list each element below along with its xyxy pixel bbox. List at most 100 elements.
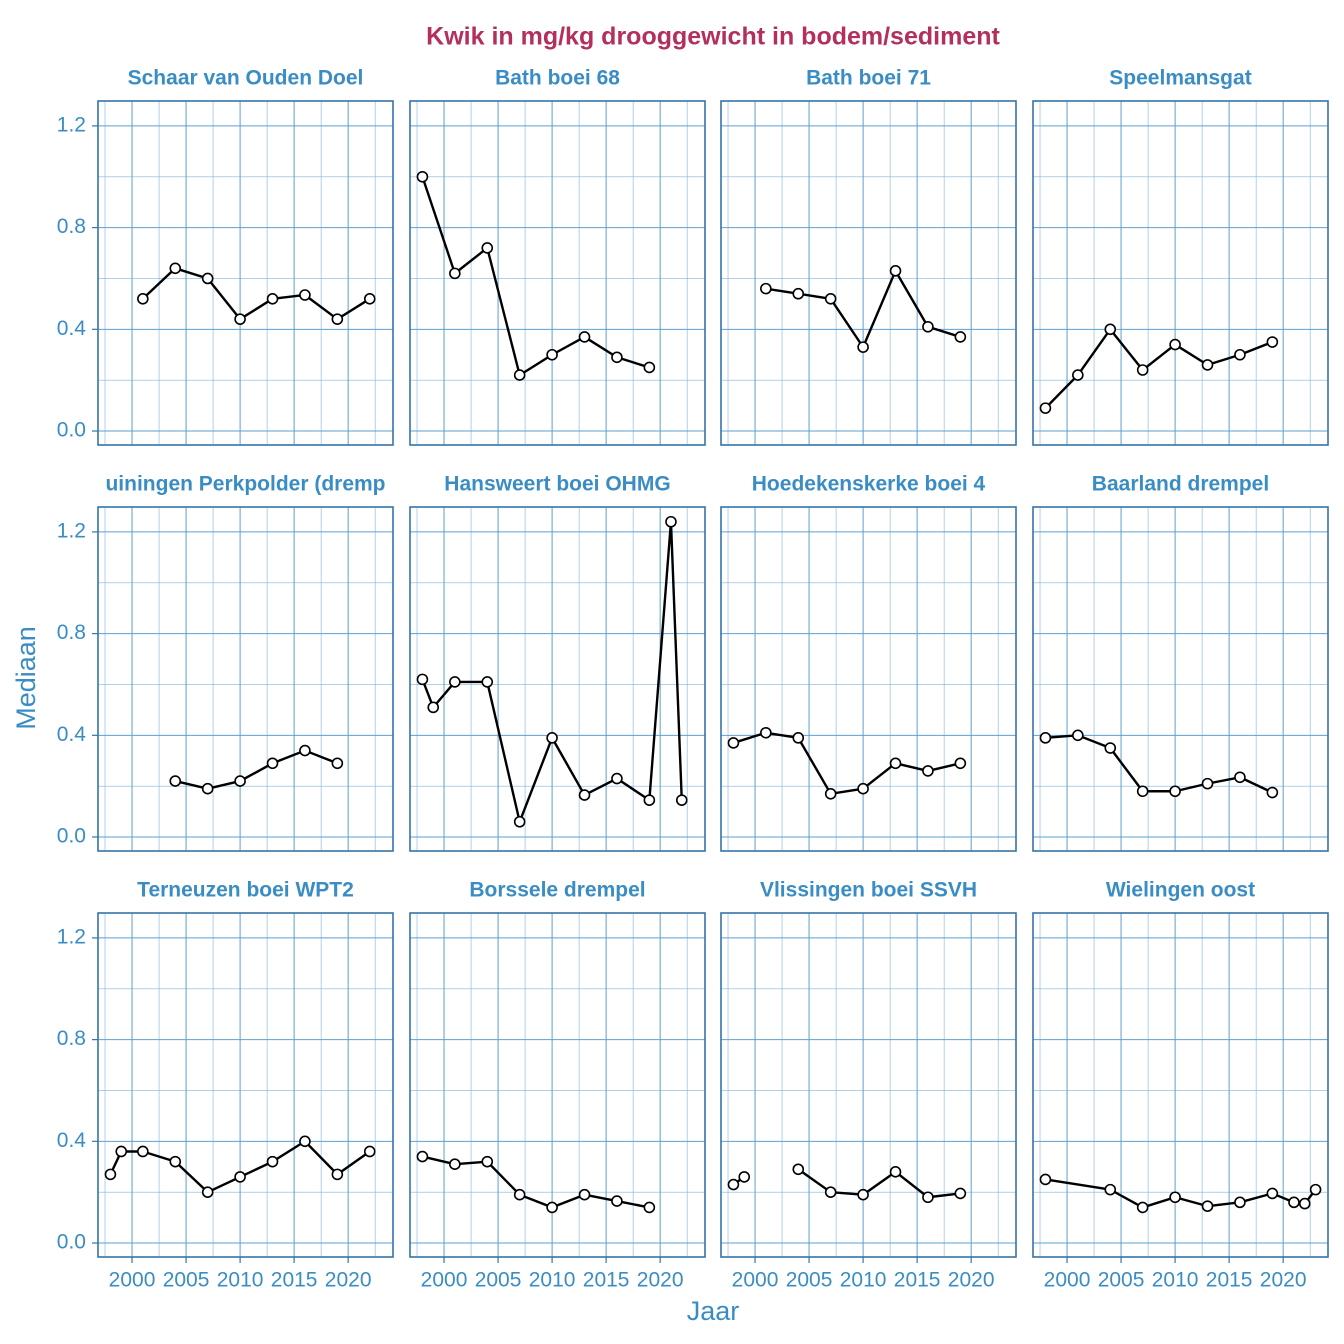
point: [1072, 369, 1084, 381]
panel: Speelmansgat: [1032, 67, 1329, 446]
grid: [98, 913, 393, 1257]
y-tick-label: 0.0: [57, 419, 86, 442]
panel-border: [97, 912, 394, 1258]
point: [137, 1145, 149, 1158]
y-tick-label: 0.4: [57, 1129, 87, 1152]
point: [137, 293, 149, 305]
point: [675, 794, 688, 806]
point: [1234, 348, 1246, 361]
panel-title: Terneuzen boei WPT2: [137, 879, 354, 902]
panel-border: [720, 506, 1017, 852]
panel-border: [97, 506, 394, 852]
grid: [410, 101, 705, 445]
point: [513, 369, 526, 381]
line: [733, 731, 961, 795]
point: [643, 794, 656, 806]
point: [299, 289, 311, 301]
point: [643, 1201, 656, 1214]
panel: Schaar van Ouden Doel 0.0 0.4 0.8 1.2: [57, 67, 394, 446]
y-tick-label: 0.0: [57, 1231, 86, 1254]
point: [331, 313, 344, 325]
point: [922, 765, 934, 777]
panel: Hansweert boei OHMG: [409, 473, 706, 852]
point: [1104, 1183, 1117, 1196]
point: [578, 789, 591, 801]
x-axis-title: Jaar: [687, 1296, 740, 1326]
x-tick-label: 2015: [271, 1269, 318, 1292]
panel: uiningen Perkpolder (dremp 0.0 0.4 0.8 1.2: [57, 473, 394, 852]
point: [1266, 336, 1279, 348]
panel-border: [720, 912, 1017, 1258]
y-tick-label: 1.2: [57, 925, 86, 948]
x-tick-label: 2010: [840, 1269, 887, 1292]
x-tick-label: 2005: [163, 1269, 210, 1292]
panel: Wielingen oost 2000 2005 2010 2015 2020: [1032, 879, 1329, 1292]
point: [792, 732, 805, 744]
panel: Bath boei 68: [409, 67, 706, 446]
panel-title: Schaar van Ouden Doel: [128, 67, 364, 90]
point: [416, 170, 429, 183]
point: [578, 1188, 591, 1201]
point: [578, 331, 591, 343]
panel-title: Speelmansgat: [1109, 67, 1251, 90]
point: [546, 1201, 558, 1214]
x-tick-label: 2010: [529, 1269, 576, 1292]
point: [201, 1186, 214, 1198]
point: [481, 676, 494, 688]
point: [201, 272, 214, 285]
panel-title: uiningen Perkpolder (dremp: [105, 473, 385, 496]
y-tick-label: 1.2: [57, 113, 86, 136]
point: [1201, 359, 1214, 371]
panel-border: [1032, 912, 1329, 1258]
point: [1039, 402, 1052, 414]
panel-title: Baarland drempel: [1092, 473, 1269, 496]
point: [954, 757, 967, 770]
point: [665, 515, 677, 528]
panel: Hoedekenskerke boei 4: [720, 473, 1017, 852]
x-tick-label: 2000: [1044, 1269, 1091, 1292]
line: [1045, 734, 1273, 794]
panel-border: [1032, 506, 1329, 852]
grid: [410, 913, 705, 1257]
point: [1169, 1191, 1181, 1204]
x-tick-label: 2000: [421, 1269, 468, 1292]
point: [449, 267, 461, 280]
grid: [98, 101, 393, 445]
point: [954, 1187, 967, 1200]
point: [954, 331, 967, 343]
panel-title: Borssele drempel: [469, 879, 645, 902]
point: [1104, 323, 1117, 336]
x-tick-label: 2020: [1260, 1269, 1307, 1292]
line: [142, 267, 371, 321]
point: [1288, 1196, 1300, 1209]
point: [727, 1178, 740, 1191]
point: [857, 782, 869, 795]
point: [1298, 1197, 1311, 1210]
panel-border: [97, 100, 394, 446]
point: [331, 1168, 344, 1181]
panel-border: [720, 100, 1017, 446]
point: [169, 262, 182, 275]
point: [115, 1145, 128, 1158]
point: [331, 757, 344, 770]
panel-border: [409, 912, 706, 1258]
grid: [1033, 913, 1328, 1257]
y-axis-title: Mediaan: [11, 626, 41, 730]
panel: Baarland drempel: [1032, 473, 1329, 852]
x-tick-label: 2015: [583, 1269, 630, 1292]
line: [109, 1140, 371, 1194]
point: [1039, 1173, 1052, 1186]
point: [416, 1150, 429, 1163]
point: [1201, 1200, 1214, 1212]
grid: [721, 101, 1016, 445]
point: [481, 242, 494, 254]
point: [611, 1195, 623, 1207]
panel-title: Bath boei 68: [495, 67, 620, 90]
point: [760, 726, 772, 739]
point: [363, 293, 376, 305]
point: [824, 1186, 837, 1198]
grid: [410, 507, 705, 851]
point: [792, 287, 805, 300]
x-tick-label: 2015: [894, 1269, 941, 1292]
